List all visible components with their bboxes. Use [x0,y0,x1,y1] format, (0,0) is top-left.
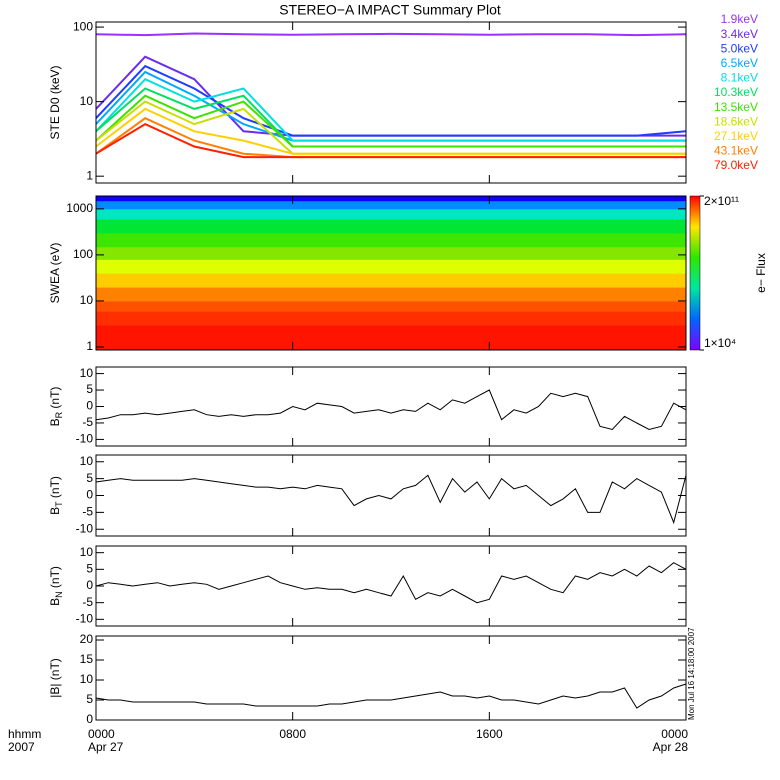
panel-frame [95,635,687,721]
energy-channel-line [95,70,686,142]
spectrogram-band [96,232,686,248]
y-tick-label: -5 [82,595,93,609]
energy-channel-line [95,77,686,142]
y-tick-label: 5 [86,562,93,576]
y-tick-label: 0 [86,578,93,592]
energy-channel-line [95,64,687,137]
y-tick-label: 1 [86,168,93,182]
spectrogram-band [96,259,686,274]
legend-entry: 27.1keV [714,129,758,143]
y-label-sub: N [54,591,64,598]
y-tick-label: -10 [76,612,94,626]
panel-frame [95,195,687,351]
legend-entry: 13.5keV [714,100,758,114]
y-tick-label: 10 [80,293,94,307]
y-label-main: B [48,598,62,606]
y-tick-label: 1000 [66,201,93,215]
y-label-main: B [48,507,62,515]
legend-entry: 5.0keV [721,41,758,55]
y-axis-label: STE D0 (keV) [48,65,62,139]
energy-channel-line [95,107,686,155]
panel-frame [95,366,687,447]
y-tick-label: -5 [82,505,93,519]
date-label: Apr 27 [88,740,124,754]
spectrogram-band [96,208,686,220]
spectrogram-band [96,196,686,202]
y-tick-label: 1 [86,339,93,353]
energy-channel-line [95,122,686,159]
spectrogram-band [96,219,686,234]
spectrogram-band [96,287,686,302]
y-label-sub: T [54,501,64,507]
y-tick-label: 15 [80,652,94,666]
field-trace [95,474,687,525]
spectrogram-band [96,311,686,326]
x-tick-label: 1600 [476,727,503,741]
panel-frame [95,545,687,627]
y-axis-label: BR (nT) [48,387,64,427]
y-label-unit: (nT) [48,387,62,412]
spectrogram-band [96,246,686,260]
x-tick-label: 0000 [88,727,115,741]
y-label-sub: R [54,411,64,418]
spectrogram-band [96,200,686,210]
colorbar-tick-label: 2×10¹¹ [704,194,739,208]
legend-entry: 6.5keV [721,56,758,70]
y-tick-label: 10 [80,94,94,108]
energy-channel-line [95,117,686,159]
y-tick-label: 100 [73,19,93,33]
y-axis-label: BT (nT) [48,476,64,515]
field-trace [95,683,687,709]
plot-title: STEREO−A IMPACT Summary Plot [279,2,501,18]
y-tick-label: 20 [80,632,94,646]
legend-entry: 10.3keV [714,85,758,99]
legend-entry: 43.1keV [714,144,758,158]
time-unit-label: hhmm [8,727,41,741]
colorbar [689,195,701,351]
y-label-main: B [48,418,62,426]
legend-entry: 1.9keV [721,12,758,26]
y-tick-label: 10 [80,545,94,559]
colorbar-label: e− Flux [754,253,768,293]
y-axis-label: BN (nT) [48,566,64,606]
spectrogram-band [96,273,686,288]
timestamp: Mon Jul 16 14:18:00 2007 [687,627,696,720]
y-tick-label: -5 [82,415,93,429]
spectrogram-band [96,325,686,351]
y-tick-label: 5 [86,471,93,485]
y-axis-label: SWEA (eV) [48,243,62,304]
year-label: 2007 [8,740,35,754]
y-tick-label: 5 [86,382,93,396]
y-tick-label: 0 [86,712,93,726]
panel-frame [95,454,687,537]
y-label-unit: (nT) [48,476,62,501]
colorbar-tick-label: 1×10⁴ [704,336,736,350]
y-tick-label: 10 [80,672,94,686]
legend-entry: 79.0keV [714,158,758,172]
x-tick-label: 0000 [661,727,688,741]
field-trace [95,389,687,431]
x-tick-label: 0800 [279,727,306,741]
y-label-unit: (nT) [48,566,62,591]
y-tick-label: -10 [76,432,94,446]
y-tick-label: 0 [86,399,93,413]
legend-entry: 3.4keV [721,27,758,41]
y-tick-label: 100 [73,247,93,261]
panel-frame [95,21,687,184]
y-tick-label: 10 [80,366,94,380]
y-tick-label: 5 [86,692,93,706]
y-tick-label: -10 [76,521,94,535]
y-axis-label: |B| (nT) [48,658,62,698]
legend-entry: 18.6keV [714,114,758,128]
field-trace [95,562,687,604]
energy-channel-line [95,32,687,37]
date-label: Apr 28 [653,740,689,754]
legend-entry: 8.1keV [721,71,758,85]
y-tick-label: 0 [86,488,93,502]
spectrogram-band [96,300,686,312]
y-tick-label: 10 [80,454,94,468]
energy-channel-line [95,94,686,148]
